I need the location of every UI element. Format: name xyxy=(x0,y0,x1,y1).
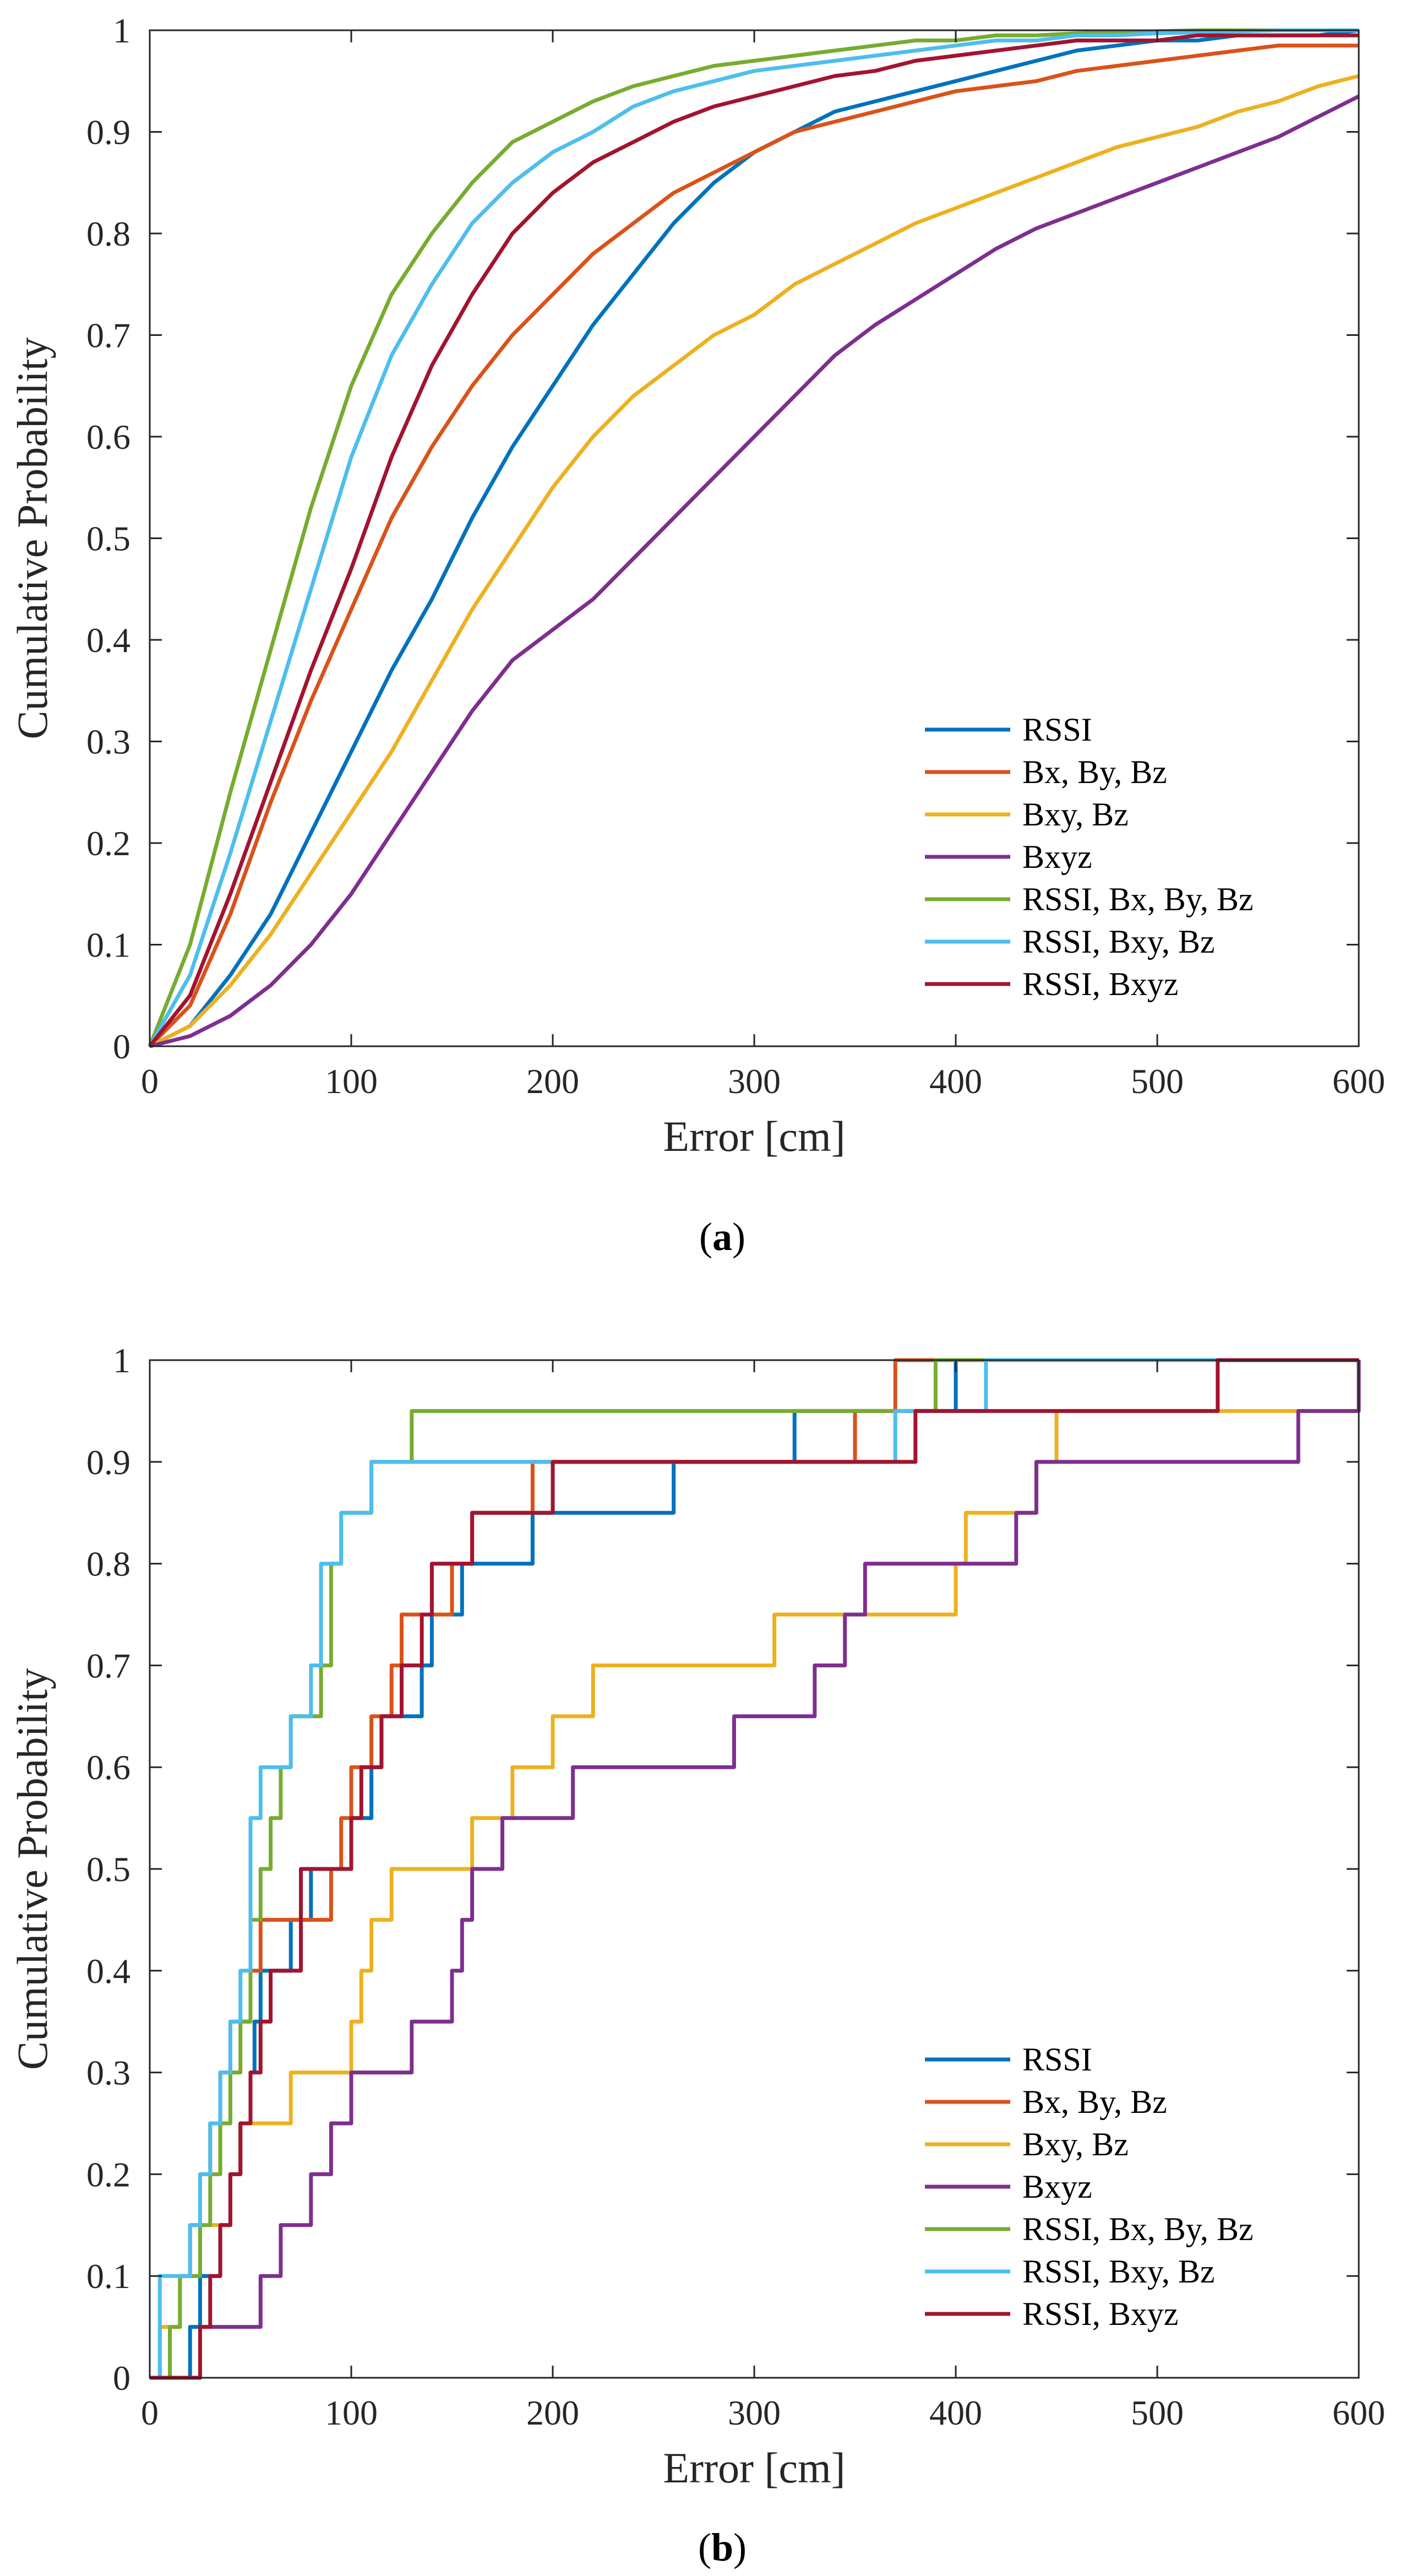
y-tick-label: 0.2 xyxy=(86,2155,130,2194)
y-tick-label: 0.8 xyxy=(86,1545,130,1584)
y-tick-label: 0.9 xyxy=(86,1443,130,1482)
y-tick-label: 1 xyxy=(113,1341,130,1380)
series-line-3 xyxy=(150,1360,1361,2380)
legend-entry: RSSI, Bxy, Bz xyxy=(1022,2253,1215,2290)
panel-a: 0 100 200 300 400 500 600 0 0.1 0.2 0.3 0.4 0.5 0.6 0.… xyxy=(8,11,1385,1259)
y-tick-label: 0 xyxy=(113,1027,130,1066)
x-tick-label: 0 xyxy=(141,2393,159,2432)
series-line-5 xyxy=(150,1358,1359,2380)
y-tick-label: 0.2 xyxy=(86,824,130,863)
x-tick-label: 600 xyxy=(1332,2393,1385,2432)
y-tick-label: 0 xyxy=(113,2358,130,2398)
y-tick-label: 0.1 xyxy=(86,2257,130,2296)
legend-entry: RSSI, Bxyz xyxy=(1022,2296,1178,2332)
y-tick-label: 0.3 xyxy=(86,722,130,762)
panel-b: 0 100 200 300 400 500 600 0 0.1 0.2 0.3 0.4 0.5 0.6 0.… xyxy=(8,1341,1385,2569)
legend-entry: Bxyz xyxy=(1022,839,1092,875)
legend-entry: Bxy, Bz xyxy=(1022,796,1129,833)
y-tick-label: 0.3 xyxy=(86,2053,130,2093)
panel-caption: (a) xyxy=(699,1215,745,1259)
x-tick-label: 400 xyxy=(929,1062,982,1101)
x-axis-label: Error [cm] xyxy=(663,1112,845,1160)
series-line-1 xyxy=(148,44,1359,1048)
series-line-2 xyxy=(149,74,1359,1048)
x-tick-label: 300 xyxy=(728,1062,781,1101)
legend-entry: Bx, By, Bz xyxy=(1022,754,1167,790)
legend-entry: RSSI, Bxy, Bz xyxy=(1022,923,1215,960)
x-tick-label: 100 xyxy=(325,2393,378,2432)
x-tick-label: 400 xyxy=(929,2393,982,2432)
y-axis-label: Cumulative Probability xyxy=(8,337,56,739)
panel-caption: (b) xyxy=(698,2525,747,2569)
legend-entry: RSSI xyxy=(1022,2041,1092,2078)
x-axis-label: Error [cm] xyxy=(663,2444,845,2492)
y-tick-label: 0.5 xyxy=(86,519,130,558)
legend-entry: Bxyz xyxy=(1022,2169,1092,2205)
x-tick-label: 300 xyxy=(728,2393,781,2432)
x-tick-label: 600 xyxy=(1332,1062,1385,1101)
legend-entry: RSSI, Bx, By, Bz xyxy=(1022,881,1254,917)
y-tick-label: 0.5 xyxy=(86,1850,130,1889)
y-tick-label: 1 xyxy=(113,11,130,50)
x-tick-label: 100 xyxy=(325,1062,378,1101)
legend-entry: Bxy, Bz xyxy=(1022,2126,1129,2162)
y-tick-label: 0.6 xyxy=(86,1748,130,1787)
y-tick-label: 0.7 xyxy=(86,1646,130,1685)
x-tick-label: 500 xyxy=(1131,1062,1184,1101)
y-tick-label: 0.1 xyxy=(86,926,130,965)
y-tick-label: 0.7 xyxy=(86,316,130,355)
y-tick-label: 0.9 xyxy=(86,113,130,152)
legend-entry: Bx, By, Bz xyxy=(1022,2084,1167,2120)
y-tick-label: 0.4 xyxy=(86,621,130,660)
y-axis-label: Cumulative Probability xyxy=(8,1668,56,2070)
series-line-3 xyxy=(149,94,1360,1048)
legend-entry: RSSI xyxy=(1022,711,1092,748)
y-tick-label: 0.4 xyxy=(86,1952,130,1991)
legend-entry: RSSI, Bx, By, Bz xyxy=(1022,2211,1254,2247)
x-tick-label: 200 xyxy=(526,2393,579,2432)
x-tick-label: 0 xyxy=(141,1062,159,1101)
legend-entry: RSSI, Bxyz xyxy=(1022,966,1178,1002)
y-tick-label: 0.8 xyxy=(86,214,130,253)
x-tick-label: 500 xyxy=(1131,2393,1184,2432)
series-line-6 xyxy=(150,1358,1359,2380)
x-tick-label: 200 xyxy=(526,1062,579,1101)
y-tick-label: 0.6 xyxy=(86,417,130,456)
